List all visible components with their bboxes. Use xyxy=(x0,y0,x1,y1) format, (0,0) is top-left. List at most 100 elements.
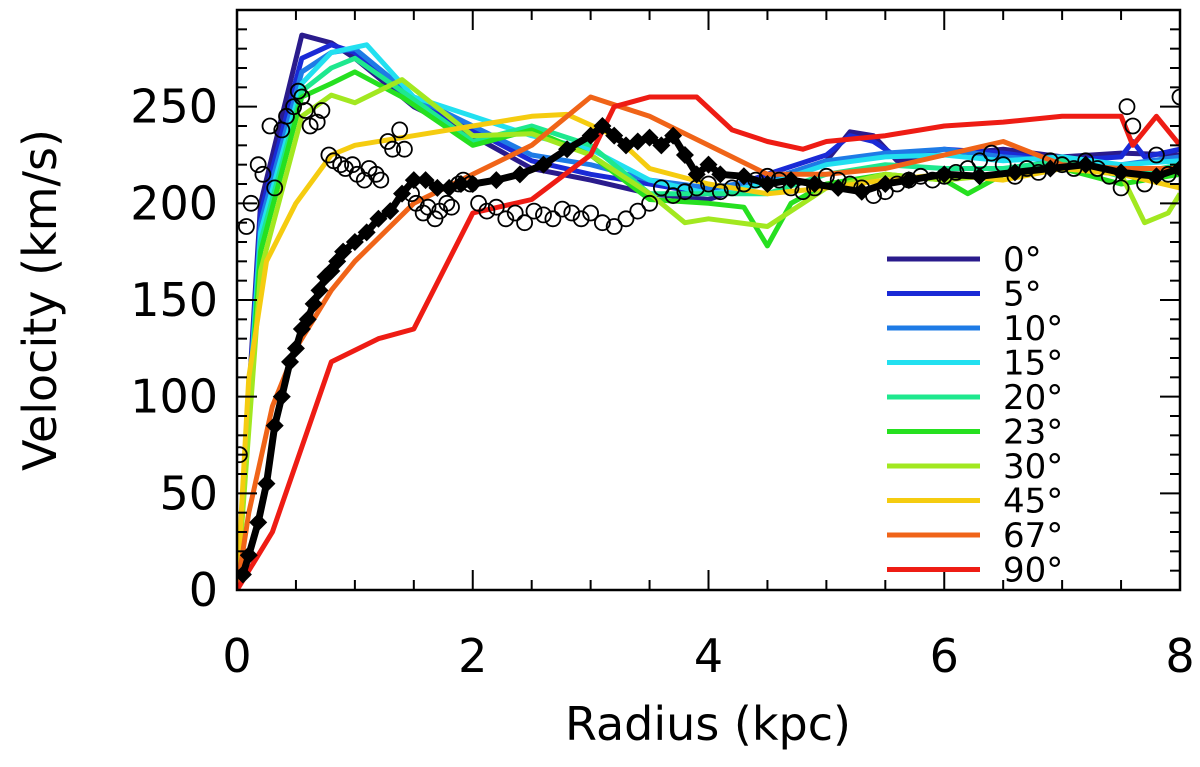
y-tick-label: 250 xyxy=(130,80,218,134)
circle-point xyxy=(313,102,331,119)
circle-point xyxy=(391,121,409,139)
circle-point xyxy=(344,156,361,174)
circle-point xyxy=(700,175,717,193)
series-line-5 xyxy=(237,69,1180,590)
circle-point xyxy=(1171,88,1180,106)
diamond-point xyxy=(605,126,624,145)
diamond-point xyxy=(534,155,553,174)
circle-point xyxy=(723,179,741,197)
circle-point xyxy=(553,200,571,218)
diamond-point xyxy=(970,167,989,186)
diamond-point xyxy=(393,184,412,203)
series-line-9 xyxy=(237,94,1180,590)
diamond-point xyxy=(782,171,801,190)
diamond-point xyxy=(805,175,824,193)
diamond-point xyxy=(310,281,329,300)
legend-label: 15° xyxy=(1003,344,1063,384)
legend-label: 10° xyxy=(1003,309,1063,349)
diamond-point xyxy=(652,136,671,155)
diamond-point xyxy=(286,339,305,358)
legend-label: 20° xyxy=(1003,378,1063,418)
diamond-point xyxy=(451,175,470,193)
diamond-point xyxy=(345,233,364,251)
diamond-point xyxy=(257,474,276,493)
circle-point xyxy=(237,218,255,235)
diamond-point xyxy=(334,242,353,261)
legend-label: 0° xyxy=(1003,240,1042,280)
diamond-point xyxy=(428,178,447,197)
circle-point xyxy=(443,198,460,216)
circle-point xyxy=(506,204,524,222)
y-tick-label: 50 xyxy=(159,466,218,520)
circle-point xyxy=(332,156,350,174)
diamond-point xyxy=(734,167,753,186)
circle-point xyxy=(1124,117,1142,135)
diamond-point xyxy=(558,140,577,159)
diamond-point xyxy=(687,165,706,184)
diamond-point xyxy=(381,202,400,221)
diamond-point xyxy=(664,126,683,145)
legend-label: 67° xyxy=(1003,516,1063,556)
legend-label: 23° xyxy=(1003,413,1063,453)
y-tick-label: 150 xyxy=(130,273,218,327)
circle-point xyxy=(653,179,670,197)
diamond-point xyxy=(758,175,777,193)
diamond-point xyxy=(416,171,435,190)
diamond-point xyxy=(852,182,871,201)
circle-point xyxy=(308,113,326,131)
circle-point xyxy=(711,183,729,201)
diamond-point xyxy=(711,165,730,184)
circle-point xyxy=(582,204,599,222)
series-line-3 xyxy=(237,42,1180,590)
x-tick-label: 6 xyxy=(930,629,959,683)
tick-labels: 0 2 4 6 8 0 50 100 150 200 250 xyxy=(130,80,1194,683)
diamond-point xyxy=(1076,155,1095,174)
circle-point xyxy=(487,198,505,216)
circle-point xyxy=(285,98,303,116)
diamond-point xyxy=(581,126,600,145)
circle-point xyxy=(641,194,658,212)
diamond-point xyxy=(640,128,659,147)
circle-point xyxy=(261,117,279,135)
x-tick-label: 4 xyxy=(694,629,723,683)
legend-label: 30° xyxy=(1003,447,1063,487)
legend-label: 5° xyxy=(1003,275,1042,315)
circle-point xyxy=(605,218,623,235)
circle-point xyxy=(572,210,590,228)
circle-point xyxy=(516,214,533,232)
circle-point xyxy=(676,183,694,201)
legend-label: 45° xyxy=(1003,482,1063,522)
circle-point xyxy=(266,179,284,197)
legend-label: 90° xyxy=(1003,551,1063,591)
circle-point xyxy=(525,202,543,220)
y-tick-label: 100 xyxy=(130,370,218,424)
diamond-point xyxy=(593,117,612,135)
legend: 0°5°10°15°20°23°30°45°67°90° xyxy=(887,240,1063,591)
x-axis-title: Radius (kpc) xyxy=(565,697,851,751)
circle-point xyxy=(372,171,390,189)
circle-point xyxy=(629,202,647,220)
circle-point xyxy=(617,210,635,228)
diamond-point xyxy=(899,171,918,190)
x-tick-label: 2 xyxy=(458,629,487,683)
circle-point xyxy=(367,165,385,183)
circle-point xyxy=(535,206,552,224)
y-tick-label: 200 xyxy=(130,176,218,230)
circle-point xyxy=(1148,146,1165,164)
circle-point xyxy=(664,187,682,205)
diamond-point xyxy=(369,209,388,228)
diamond-point xyxy=(699,155,718,174)
diamond-point xyxy=(1112,163,1131,182)
diamond-point xyxy=(675,146,694,164)
diamond-point xyxy=(829,178,848,197)
circle-point xyxy=(384,140,402,158)
y-axis-title: Velocity (km/s) xyxy=(13,129,67,471)
diamond-point xyxy=(1147,167,1166,186)
circle-point xyxy=(983,144,1000,162)
axis-ticks xyxy=(236,9,1181,591)
diamond-point xyxy=(404,171,423,190)
circle-point xyxy=(254,165,272,183)
circle-point xyxy=(478,202,496,220)
diamond-point xyxy=(1005,163,1024,182)
